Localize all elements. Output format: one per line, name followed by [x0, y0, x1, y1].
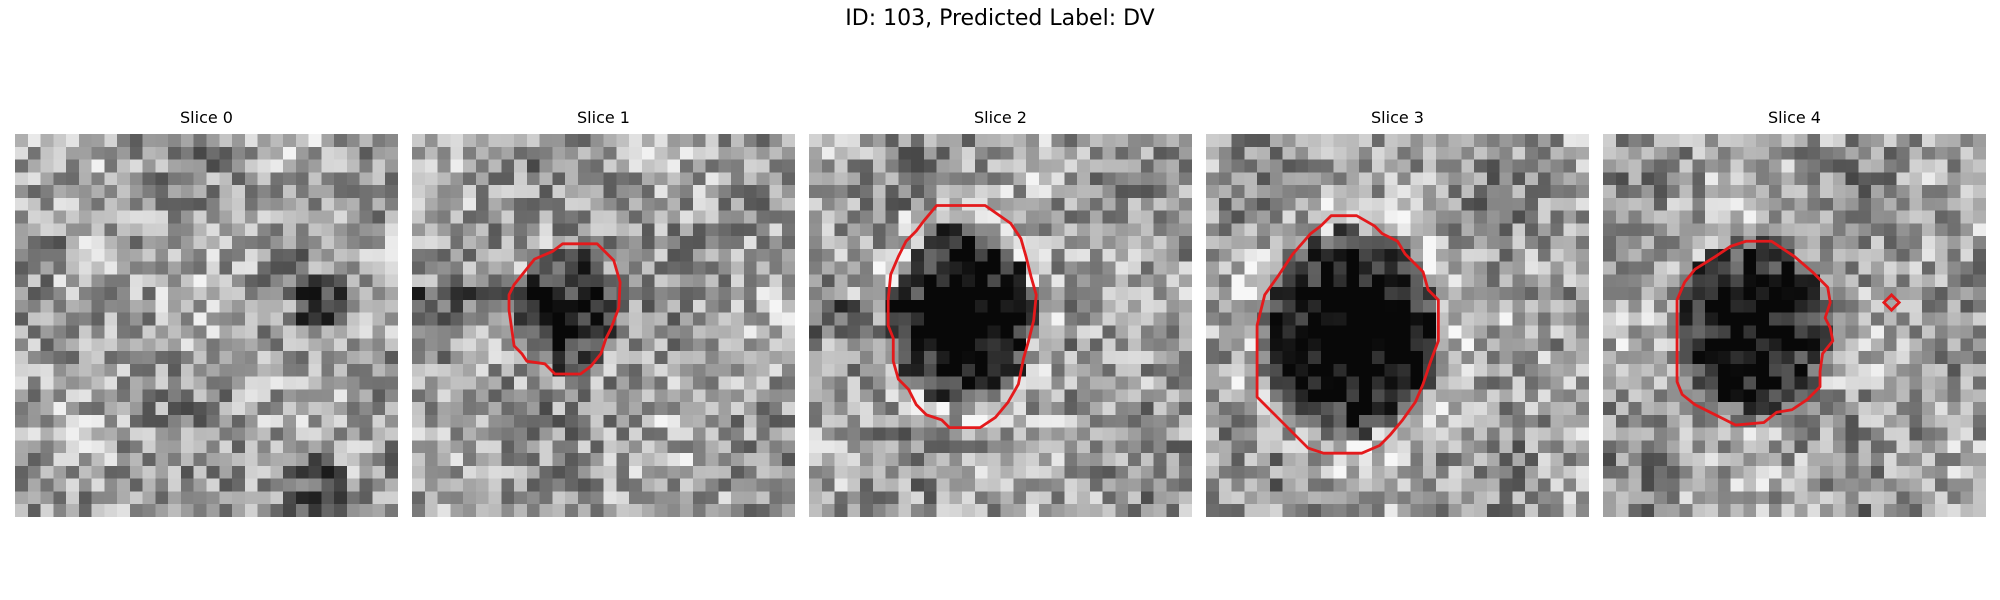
slice-image-2 — [809, 134, 1192, 517]
segmentation-contour-small-4 — [1881, 292, 1902, 313]
slice-image-3 — [1206, 134, 1589, 517]
segmentation-contour-1 — [507, 242, 622, 376]
slice-title-2: Slice 2 — [974, 108, 1027, 127]
slice-image-0 — [15, 134, 398, 517]
figure-title: ID: 103, Predicted Label: DV — [845, 6, 1155, 31]
segmentation-contour-4 — [1675, 239, 1835, 427]
slice-image-4 — [1603, 134, 1986, 517]
slice-image-1 — [412, 134, 795, 517]
slice-title-0: Slice 0 — [180, 108, 233, 127]
slice-title-3: Slice 3 — [1371, 108, 1424, 127]
slice-title-1: Slice 1 — [577, 108, 630, 127]
slice-title-4: Slice 4 — [1768, 108, 1821, 127]
segmentation-contour-3 — [1255, 214, 1440, 455]
segmentation-contour-2 — [886, 204, 1038, 430]
